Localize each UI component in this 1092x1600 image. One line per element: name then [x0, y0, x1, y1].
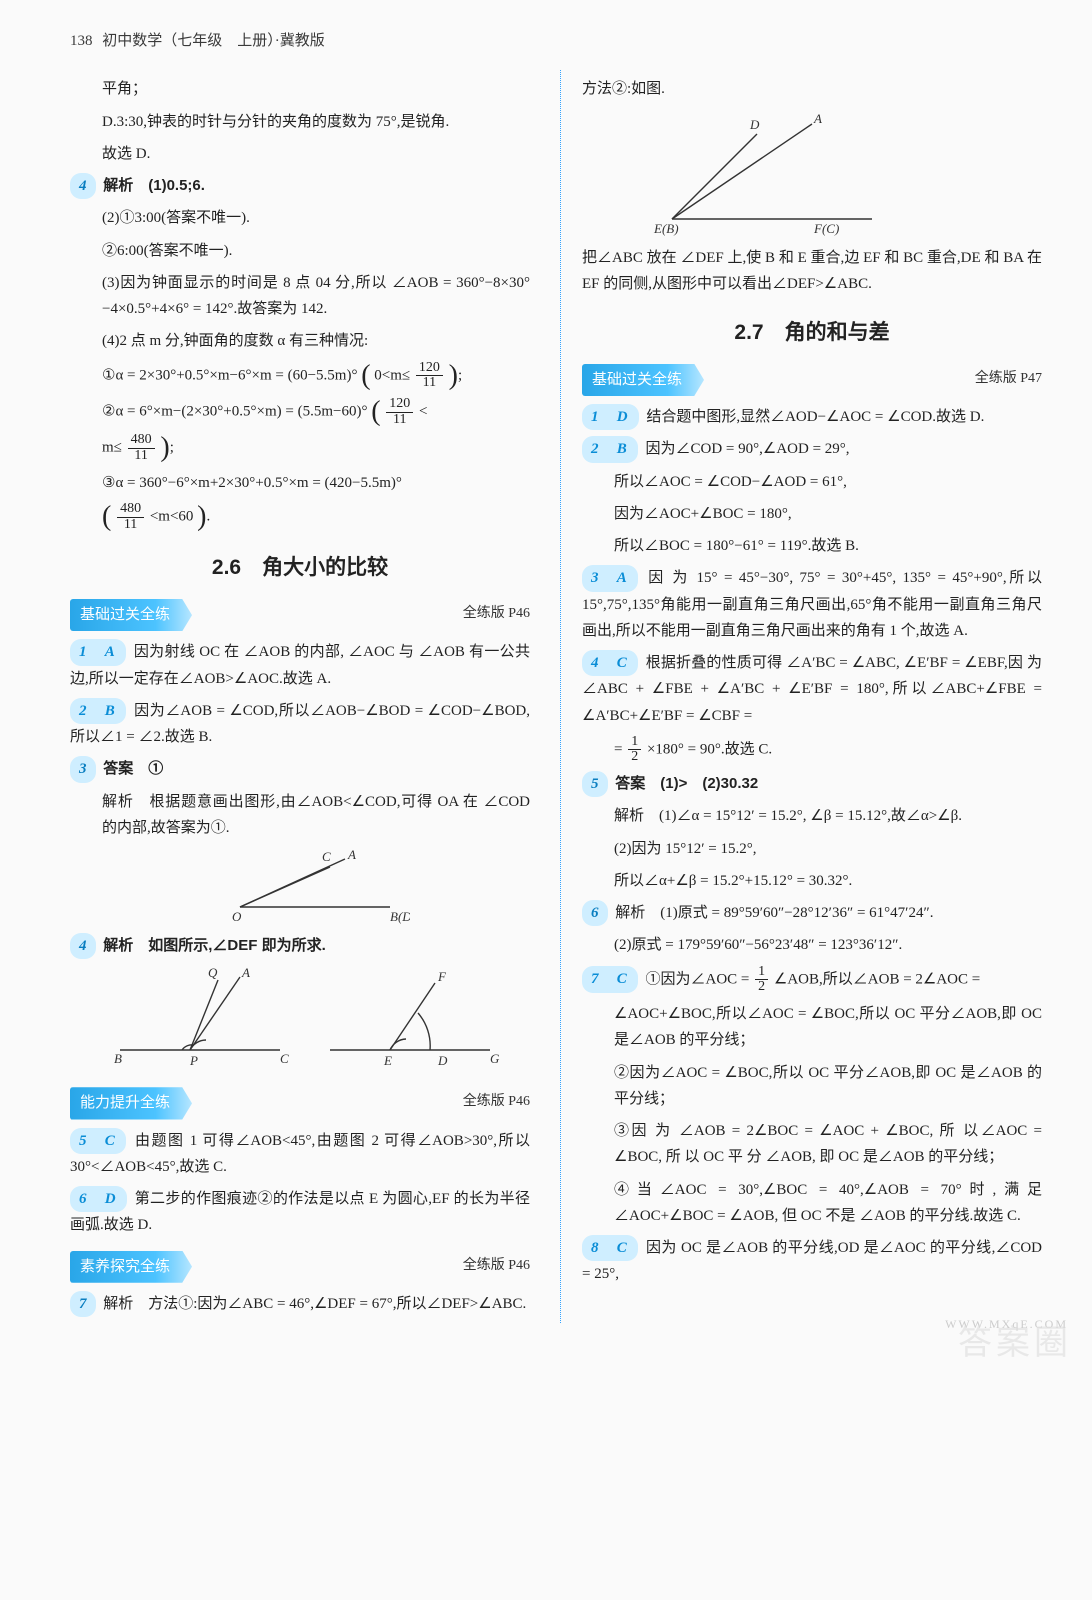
column-divider — [560, 70, 561, 1323]
q4-head-text: 解析 (1)0.5;6. — [103, 177, 205, 194]
q4-line: (3)因为钟面显示的时间是 8 点 04 分,所以 ∠AOB = 360°−8×… — [70, 270, 530, 323]
r-item-7-line: ②因为∠AOC = ∠BOC,所以 OC 平分∠AOB,即 OC 是∠AOB 的… — [582, 1060, 1042, 1113]
band-basic-row: 基础过关全练 全练版 P46 — [70, 599, 530, 631]
svg-text:P: P — [189, 1053, 198, 1068]
q4-formula-2b: m≤ 48011 ); — [70, 433, 530, 463]
r-item-7-line: ④当∠AOC = 30°,∠BOC = 40°,∠AOB = 70°时,满足∠A… — [582, 1177, 1042, 1230]
band-ability: 能力提升全练 — [70, 1087, 192, 1119]
item-3-text: 解析 根据题意画出图形,由∠AOB<∠COD,可得 OA 在 ∠COD 的内部,… — [70, 789, 530, 842]
svg-text:B(D): B(D) — [390, 909, 410, 924]
section-title-26: 2.6 角大小的比较 — [70, 550, 530, 587]
r-item-7-line: ③因 为 ∠AOB = 2∠BOC = ∠AOC + ∠BOC, 所 以∠AOC… — [582, 1118, 1042, 1171]
svg-text:F(C): F(C) — [813, 221, 839, 236]
band-ability-row: 能力提升全练 全练版 P46 — [70, 1087, 530, 1119]
r-item-6-line: (2)原式 = 179°59′60″−56°23′48″ = 123°36′12… — [582, 932, 1042, 958]
r-item-4-tail: = 12 ×180° = 90°.故选 C. — [582, 735, 1042, 765]
band-basic: 基础过关全练 — [70, 599, 192, 631]
svg-text:A: A — [813, 111, 822, 126]
index-pill: 7 — [70, 1291, 96, 1317]
item-5: 5 C 由题图 1 可得∠AOB<45°,由题图 2 可得∠AOB>30°,所以… — [70, 1128, 530, 1181]
ref-research: 全练版 P46 — [463, 1254, 530, 1279]
item-7: 7 解析 方法①:因为∠ABC = 46°,∠DEF = 67°,所以∠DEF>… — [70, 1291, 530, 1317]
q4-line: (4)2 点 m 分,钟面角的度数 α 有三种情况: — [70, 328, 530, 354]
svg-text:C: C — [280, 1051, 289, 1066]
book-title: 初中数学（七年级 上册）·冀教版 — [102, 33, 325, 49]
pre-line: 故选 D. — [70, 141, 530, 167]
page-header: 138 初中数学（七年级 上册）·冀教版 — [70, 28, 1042, 54]
r-item-2-line: 所以∠AOC = ∠COD−∠AOD = 61°, — [582, 469, 1042, 495]
index-pill: 3 — [70, 756, 96, 782]
r-item-5-line: 解析 (1)∠α = 15°12′ = 15.2°, ∠β = 15.12°,故… — [582, 803, 1042, 829]
svg-text:D: D — [749, 117, 760, 132]
pre-line: D.3:30,钟表的时针与分针的夹角的度数为 75°,是锐角. — [70, 109, 530, 135]
q4-formula-3b: ( 48011 <m<60 ). — [70, 502, 530, 532]
svg-text:O: O — [232, 909, 242, 924]
r-item-7: 7 C ①因为∠AOC = 12 ∠AOB,所以∠AOB = 2∠AOC = — [582, 965, 1042, 995]
svg-text:G: G — [490, 1051, 500, 1066]
item-2: 2 B 因为∠AOB = ∠COD,所以∠AOB−∠BOD = ∠COD−∠BO… — [70, 698, 530, 751]
r-item-2: 2 B 因为∠COD = 90°,∠AOD = 29°, — [582, 436, 1042, 462]
index-pill: 4 — [70, 933, 96, 959]
q4-line: ②6:00(答案不唯一). — [70, 238, 530, 264]
index-pill: 5 — [582, 771, 608, 797]
left-column: 平角； D.3:30,钟表的时针与分针的夹角的度数为 75°,是锐角. 故选 D… — [70, 70, 530, 1323]
q4-formula-3: ③α = 360°−6°×m+2×30°+0.5°×m = (420−5.5m)… — [70, 470, 530, 496]
r-intro: 方法②:如图. — [582, 76, 1042, 102]
ref-basic: 全练版 P47 — [975, 367, 1042, 392]
band-basic: 基础过关全练 — [582, 364, 704, 396]
svg-text:B: B — [114, 1051, 122, 1066]
r-item-2-line: 所以∠BOC = 180°−61° = 119°.故选 B. — [582, 533, 1042, 559]
page-columns: 平角； D.3:30,钟表的时针与分针的夹角的度数为 75°,是锐角. 故选 D… — [70, 70, 1042, 1323]
svg-text:A: A — [347, 847, 356, 862]
r-item-5-line: 所以∠α+∠β = 15.2°+15.12° = 30.32°. — [582, 868, 1042, 894]
q4-formula-2: ②α = 6°×m−(2×30°+0.5°×m) = (5.5m−60)° ( … — [70, 397, 530, 427]
right-column: 方法②:如图. E(B) F(C) D A 把∠ABC 放在 ∠DEF 上,使 … — [582, 70, 1042, 1293]
r-item-7-line: ∠AOC+∠BOC,所以∠AOC = ∠BOC,所以 OC 平分∠AOB,即 O… — [582, 1001, 1042, 1054]
r-item-2-line: 因为∠AOC+∠BOC = 180°, — [582, 501, 1042, 527]
pre-line: 平角； — [70, 76, 530, 102]
svg-text:D: D — [437, 1053, 448, 1068]
section-title-27: 2.7 角的和与差 — [582, 315, 1042, 352]
item-1: 1 A 因为射线 OC 在 ∠AOB 的内部, ∠AOC 与 ∠AOB 有一公共… — [70, 639, 530, 692]
page-number: 138 — [70, 33, 93, 49]
svg-text:E: E — [383, 1053, 392, 1068]
band-research-row: 素养探究全练 全练版 P46 — [70, 1251, 530, 1283]
index-pill: 4 — [70, 173, 96, 199]
ref-ability: 全练版 P46 — [463, 1090, 530, 1115]
item-6: 6 D 第二步的作图痕迹②的作法是以点 E 为圆心,EF 的长为半径画弧.故选 … — [70, 1186, 530, 1239]
item-3-head: 3 答案 ① — [70, 756, 530, 782]
r-item-3: 3 A 因 为 15° = 45°−30°, 75° = 30°+45°, 13… — [582, 565, 1042, 644]
watermark-sub: WWW.MXqE.COM — [945, 1314, 1068, 1335]
index-pill: 6 — [582, 900, 608, 926]
item-4: 4 解析 如图所示,∠DEF 即为所求. — [70, 933, 530, 959]
ref-basic: 全练版 P46 — [463, 602, 530, 627]
r-item-6: 6 解析 (1)原式 = 89°59′60″−28°12′36″ = 61°47… — [582, 900, 1042, 926]
q4-line: (2)①3:00(答案不唯一). — [70, 205, 530, 231]
svg-text:F: F — [437, 969, 447, 984]
r-item-5-line: (2)因为 15°12′ = 15.2°, — [582, 836, 1042, 862]
figure-oabd: O A C B(D) — [190, 847, 410, 927]
r-item-8: 8 C 因为 OC 是∠AOB 的平分线,OD 是∠AOC 的平分线,∠COD … — [582, 1235, 1042, 1288]
r-item-1: 1 D 结合题中图形,显然∠AOD−∠AOC = ∠COD.故选 D. — [582, 404, 1042, 430]
band-research: 素养探究全练 — [70, 1251, 192, 1283]
q4-formula-1: ①α = 2×30°+0.5°×m−6°×m = (60−5.5m)° ( 0<… — [70, 361, 530, 391]
r-item-5-head: 5 答案 (1)> (2)30.32 — [582, 771, 1042, 797]
svg-text:E(B): E(B) — [653, 221, 679, 236]
r-text: 把∠ABC 放在 ∠DEF 上,使 B 和 E 重合,边 EF 和 BC 重合,… — [582, 245, 1042, 298]
svg-text:Q: Q — [208, 965, 218, 980]
svg-text:C: C — [322, 849, 331, 864]
svg-text:A: A — [241, 965, 250, 980]
figure-eb: E(B) F(C) D A — [642, 109, 902, 239]
figure-def: B P C A Q E D G F — [90, 965, 510, 1075]
q4-head: 4 解析 (1)0.5;6. — [70, 173, 530, 199]
band-basic-row-r: 基础过关全练 全练版 P47 — [582, 364, 1042, 396]
r-item-4: 4 C 根据折叠的性质可得 ∠A′BC = ∠ABC, ∠E′BF = ∠EBF… — [582, 650, 1042, 729]
